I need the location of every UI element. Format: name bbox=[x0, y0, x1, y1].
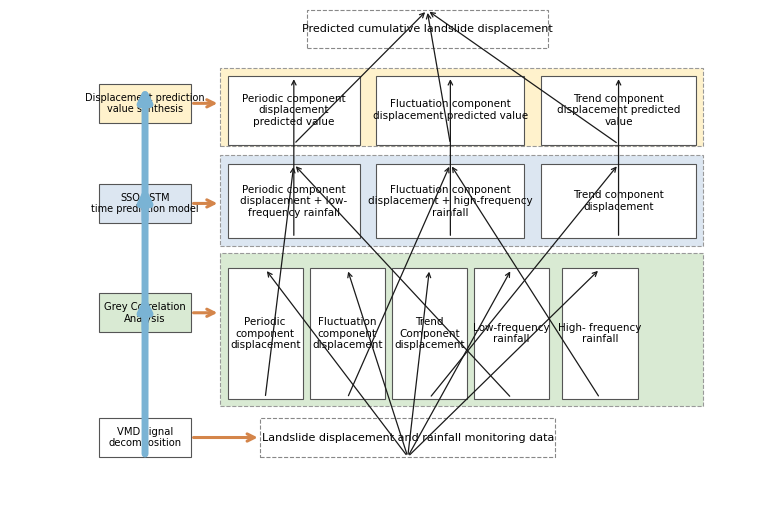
FancyBboxPatch shape bbox=[99, 418, 191, 457]
Text: Fluctuation
component
displacement: Fluctuation component displacement bbox=[312, 317, 382, 350]
FancyBboxPatch shape bbox=[376, 164, 525, 239]
Text: Low-frequency
rainfall: Low-frequency rainfall bbox=[473, 323, 550, 344]
FancyBboxPatch shape bbox=[228, 268, 303, 399]
Text: Periodic
component
displacement: Periodic component displacement bbox=[230, 317, 300, 350]
FancyBboxPatch shape bbox=[392, 268, 467, 399]
FancyBboxPatch shape bbox=[474, 268, 549, 399]
FancyBboxPatch shape bbox=[307, 10, 547, 47]
FancyBboxPatch shape bbox=[228, 76, 360, 144]
FancyBboxPatch shape bbox=[99, 84, 191, 123]
Text: Trend
Component
displacement: Trend Component displacement bbox=[394, 317, 465, 350]
FancyBboxPatch shape bbox=[260, 418, 555, 457]
Text: Periodic component
displacement + low-
frequency rainfall: Periodic component displacement + low- f… bbox=[240, 184, 347, 218]
FancyBboxPatch shape bbox=[228, 164, 360, 239]
FancyBboxPatch shape bbox=[376, 76, 525, 144]
Text: Grey Correlation
Analysis: Grey Correlation Analysis bbox=[104, 302, 186, 324]
Text: Predicted cumulative landslide displacement: Predicted cumulative landslide displacem… bbox=[302, 23, 553, 34]
FancyBboxPatch shape bbox=[562, 268, 637, 399]
FancyBboxPatch shape bbox=[220, 155, 703, 246]
Text: Landslide displacement and rainfall monitoring data: Landslide displacement and rainfall moni… bbox=[261, 432, 554, 442]
FancyBboxPatch shape bbox=[220, 68, 703, 146]
FancyBboxPatch shape bbox=[99, 293, 191, 332]
Text: Fluctuation component
displacement + high-frequency
rainfall: Fluctuation component displacement + hig… bbox=[368, 184, 533, 218]
Text: SSO-LSTM
time prediction model: SSO-LSTM time prediction model bbox=[91, 193, 199, 214]
Text: Displacement prediction
value synthesis: Displacement prediction value synthesis bbox=[85, 93, 205, 114]
Text: Trend component
displacement: Trend component displacement bbox=[573, 190, 664, 212]
Text: Trend component
displacement predicted
value: Trend component displacement predicted v… bbox=[557, 94, 680, 127]
FancyBboxPatch shape bbox=[99, 184, 191, 223]
FancyBboxPatch shape bbox=[540, 164, 697, 239]
FancyBboxPatch shape bbox=[220, 253, 703, 406]
Text: High- frequency
rainfall: High- frequency rainfall bbox=[558, 323, 642, 344]
Text: VMD signal
decomposition: VMD signal decomposition bbox=[109, 427, 181, 448]
FancyBboxPatch shape bbox=[540, 76, 697, 144]
Text: Periodic component
displacement
predicted value: Periodic component displacement predicte… bbox=[242, 94, 346, 127]
Text: Fluctuation component
displacement predicted value: Fluctuation component displacement predi… bbox=[373, 100, 528, 121]
FancyBboxPatch shape bbox=[310, 268, 385, 399]
